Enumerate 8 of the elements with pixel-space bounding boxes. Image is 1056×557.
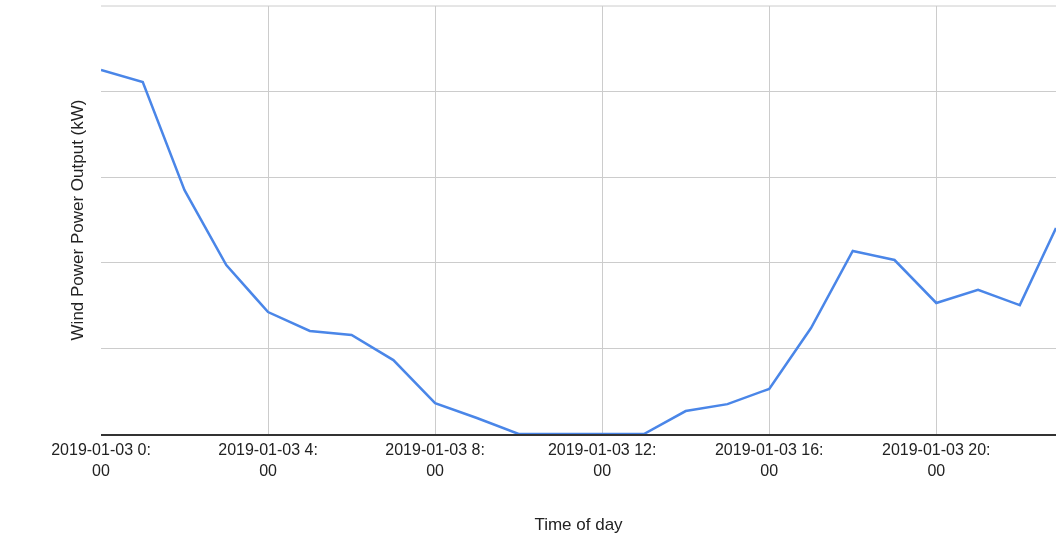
x-tick-label: 2019-01-03 20:00 [882,440,991,479]
y-axis-title: Wind Power Power Output (kW) [67,99,87,341]
x-tick-label: 2019-01-03 0:00 [51,440,151,479]
x-tick-label: 2019-01-03 8:00 [385,440,485,479]
x-tick-label: 2019-01-03 12:00 [547,440,657,479]
x-tick-label: 2019-01-03 16:00 [714,440,824,479]
x-axis-title: Time of day [534,514,624,534]
x-tick-label: 2019-01-03 4:00 [218,440,318,479]
